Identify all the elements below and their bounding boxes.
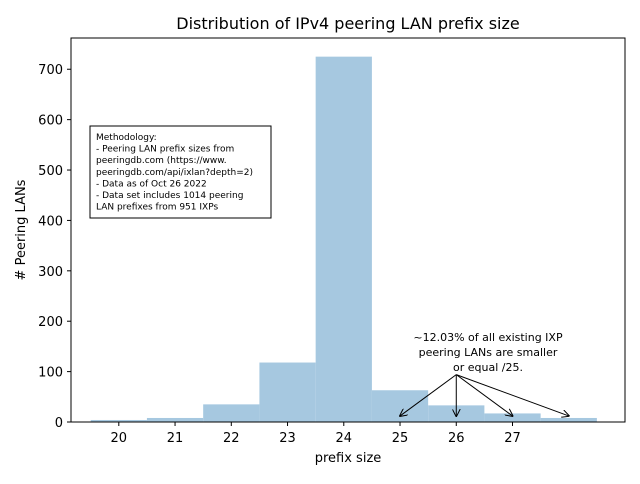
annotation-line: peering LANs are smaller [419,346,558,359]
plot-frame [70,37,626,423]
annotation-arrow [456,374,568,416]
methodology-line: - Data as of Oct 26 2022 [96,179,207,189]
y-axis: 0 100 200 300 400 500 600 700 [38,63,71,431]
methodology-line: - Peering LAN prefix sizes from [96,145,234,155]
y-tick-label: 400 [38,214,63,229]
y-axis-label: # Peering LANs [14,179,29,280]
methodology-frame [89,125,272,219]
methodology-line: - Data set includes 1014 peering [96,191,243,201]
y-tick-label: 300 [38,265,63,280]
bar-prefix-25 [371,390,429,422]
annotation-arrow [455,374,512,416]
y-tick-label: 200 [38,315,63,330]
bar-prefix-22 [203,404,260,422]
x-tick-label: 27 [504,431,521,446]
x-tick-label: 24 [336,431,353,446]
x-tick-label: 22 [223,431,240,446]
methodology-line: LAN prefixes from 951 IXPs [96,203,218,213]
bar-prefix-24 [315,56,372,423]
bar-prefix-21 [146,417,204,422]
annotation-group: ~12.03% of all existing IXP peering LANs … [400,331,569,416]
y-tick-label: 700 [38,63,63,78]
x-tick-label: 26 [448,431,465,446]
annotation-arrow [400,374,457,416]
y-tick-label: 600 [38,114,63,129]
annotation-line: or equal /25. [453,361,523,374]
y-tick-label: 0 [55,416,63,431]
chart-title: Distribution of IPv4 peering LAN prefix … [176,14,519,33]
y-tick-label: 100 [38,366,63,381]
bar-prefix-20 [90,419,147,422]
methodology-line: peeringdb.com/api/ixlan?depth=2) [96,168,253,178]
x-axis: 20 21 22 23 24 25 26 27 [111,422,521,446]
annotation-line: ~12.03% of all existing IXP [413,331,563,344]
x-tick-label: 25 [392,431,409,446]
bar-prefix-28 [540,417,597,422]
x-tick-label: 21 [167,431,184,446]
x-tick-label: 20 [111,431,128,446]
x-axis-label: prefix size [315,451,382,466]
methodology-line: peeringdb.com (https://www. [96,156,227,166]
y-tick-label: 500 [38,164,63,179]
bar-prefix-27 [484,413,541,422]
methodology-line: Methodology: [96,133,157,143]
x-tick-label: 23 [279,431,296,446]
bar-prefix-23 [259,362,316,422]
methodology-box: Methodology: - Peering LAN prefix sizes f… [89,125,272,219]
